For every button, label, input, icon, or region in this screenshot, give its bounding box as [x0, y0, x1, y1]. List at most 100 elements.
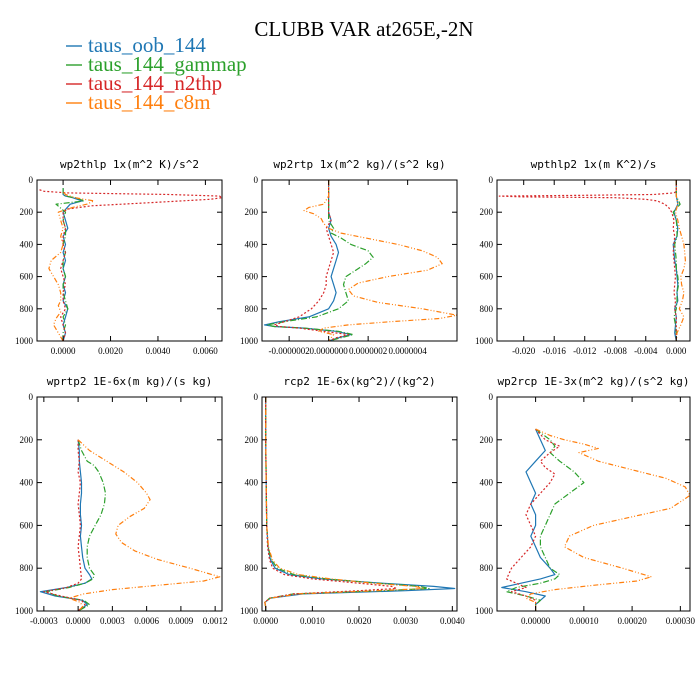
series-group — [39, 188, 222, 341]
y-tick-label: 800 — [480, 563, 494, 573]
panel-3: wpthlp2 1x(m K^2)/s 0 200 400 600 800 1000 -0.0… — [475, 158, 691, 356]
y-tick-label: 1000 — [475, 606, 494, 616]
y-tick-label: 1000 — [15, 606, 34, 616]
legend-item: taus_144_c8m — [66, 90, 210, 114]
y-tick-label: 400 — [245, 478, 259, 488]
series-group — [263, 180, 457, 341]
panel-4: wprtp2 1E-6x(m kg)/(s kg) 0 200 400 600 800 10… — [15, 375, 228, 626]
y-tick-label: 200 — [20, 435, 34, 445]
y-tick-label: 400 — [480, 478, 494, 488]
series-line-taus_144_gammap — [45, 439, 107, 611]
y-tick-label: 0 — [29, 392, 34, 402]
x-tick-label: 0.0010 — [300, 616, 325, 626]
panels: wp2thlp 1x(m^2 K)/s^2 0 200 400 600 800 1000 0.… — [15, 158, 695, 626]
plot-frame — [36, 396, 223, 612]
x-tick-label: 0.00010 — [569, 616, 599, 626]
plot-frame — [261, 396, 458, 612]
x-tick-label: -0.0003 — [30, 616, 58, 626]
x-tick-label: 0.0000004 — [389, 346, 428, 356]
series-line-taus_144_c8m — [68, 439, 221, 611]
panel-title: wp2thlp 1x(m^2 K)/s^2 — [60, 158, 199, 171]
x-tick-label: -0.008 — [604, 346, 628, 356]
plot-frame — [261, 179, 458, 342]
series-group — [39, 439, 221, 611]
x-tick-label: -0.004 — [634, 346, 658, 356]
figure-title: CLUBB VAR at265E,-2N — [254, 17, 473, 41]
series-line-taus_144_c8m — [264, 397, 425, 611]
series-group — [264, 397, 456, 611]
series-group — [501, 428, 690, 611]
y-tick-label: 200 — [20, 207, 34, 217]
legend-label: taus_oob_144 — [88, 33, 206, 57]
series-line-taus_144_c8m — [48, 190, 95, 341]
series-line-taus_oob_144 — [263, 180, 352, 341]
legend-label: taus_144_gammap — [88, 52, 247, 76]
series-line-taus_144_gammap — [672, 180, 681, 341]
y-tick-label: 800 — [245, 304, 259, 314]
x-tick-label: 0.0020 — [98, 346, 123, 356]
x-tick-label: 0.0000 — [51, 346, 76, 356]
x-tick-label: 0.00000 — [521, 616, 551, 626]
x-tick-label: 0.0000 — [253, 616, 278, 626]
series-group — [498, 180, 687, 341]
panel-title: rcp2 1E-6x(kg^2)/(kg^2) — [283, 375, 435, 388]
panel-1: wp2thlp 1x(m^2 K)/s^2 0 200 400 600 800 1000 0.… — [15, 158, 223, 356]
series-line-taus_oob_144 — [672, 180, 679, 341]
legend-item: taus_oob_144 — [66, 33, 206, 57]
x-tick-label: -0.012 — [573, 346, 596, 356]
series-line-taus_144_n2thp — [273, 180, 349, 341]
series-line-taus_oob_144 — [501, 428, 556, 611]
y-tick-label: 400 — [480, 239, 494, 249]
y-tick-label: 0 — [29, 175, 34, 185]
y-tick-label: 200 — [480, 207, 494, 217]
x-tick-label: 0.0040 — [146, 346, 171, 356]
x-tick-label: 0.0020 — [347, 616, 372, 626]
x-tick-label: 0.00030 — [666, 616, 696, 626]
panel-title: wpthlp2 1x(m K^2)/s — [531, 158, 657, 171]
panel-title: wp2rtp 1x(m^2 kg)/(s^2 kg) — [273, 158, 445, 171]
y-tick-label: 1000 — [15, 336, 34, 346]
legend-label: taus_144_c8m — [88, 90, 210, 114]
y-tick-label: 0 — [489, 392, 494, 402]
y-tick-label: 800 — [480, 304, 494, 314]
y-tick-label: 600 — [480, 520, 494, 530]
x-tick-label: -0.020 — [512, 346, 536, 356]
y-tick-label: 800 — [245, 563, 259, 573]
series-line-taus_144_n2thp — [506, 428, 561, 611]
x-tick-label: 0.0000000 — [310, 346, 349, 356]
panel-6: wp2rcp 1E-3x(m^2 kg)/(s^2 kg)0 200 400 600 8… — [475, 375, 695, 626]
series-line-taus_144_gammap — [506, 428, 585, 611]
x-tick-label: 0.0009 — [169, 616, 194, 626]
y-tick-label: 1000 — [240, 336, 259, 346]
y-tick-label: 600 — [245, 272, 259, 282]
series-line-taus_144_gammap — [266, 180, 374, 341]
y-tick-label: 400 — [20, 478, 34, 488]
x-tick-label: -0.0000002 — [269, 346, 310, 356]
x-tick-label: 0.0006 — [134, 616, 159, 626]
y-tick-label: 800 — [20, 563, 34, 573]
series-line-taus_144_c8m — [525, 428, 690, 611]
x-tick-label: 0.0030 — [393, 616, 418, 626]
y-tick-label: 400 — [245, 239, 259, 249]
x-tick-label: 0.000 — [666, 346, 687, 356]
y-tick-label: 0 — [254, 175, 259, 185]
series-line-taus_144_c8m — [303, 180, 457, 341]
y-tick-label: 200 — [245, 435, 259, 445]
x-tick-label: 0.0003 — [100, 616, 125, 626]
x-tick-label: 0.0000002 — [349, 346, 387, 356]
y-tick-label: 0 — [254, 392, 259, 402]
panel-title: wprtp2 1E-6x(m kg)/(s kg) — [47, 375, 213, 388]
x-tick-label: 0.0012 — [203, 616, 228, 626]
x-tick-label: 0.0040 — [440, 616, 465, 626]
y-tick-label: 600 — [245, 520, 259, 530]
y-tick-label: 600 — [480, 272, 494, 282]
series-line-taus_oob_144 — [39, 439, 93, 611]
y-tick-label: 1000 — [475, 336, 494, 346]
series-line-taus_144_n2thp — [43, 439, 86, 611]
y-tick-label: 600 — [20, 520, 34, 530]
panel-title: wp2rcp 1E-3x(m^2 kg)/(s^2 kg) — [497, 375, 689, 388]
plot-frame — [36, 179, 223, 342]
y-tick-label: 200 — [480, 435, 494, 445]
plot-frame — [496, 179, 691, 342]
